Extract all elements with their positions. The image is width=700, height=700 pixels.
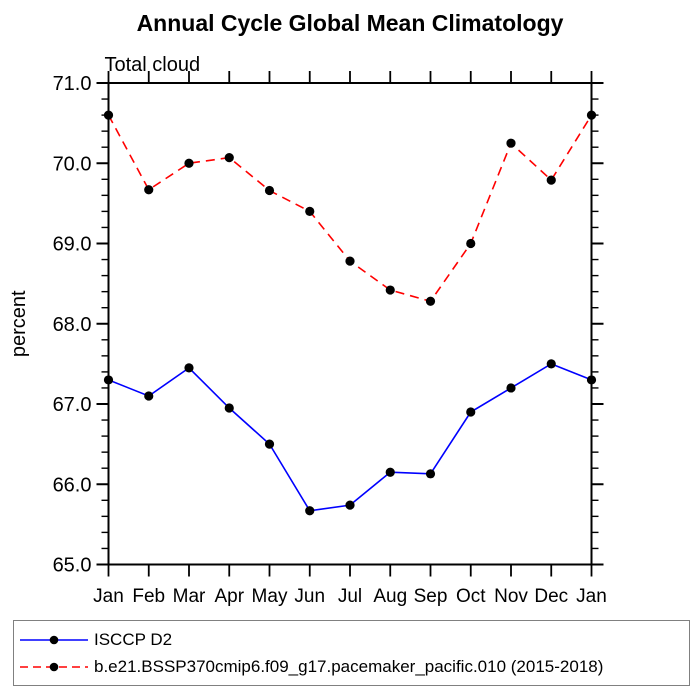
- series-1-marker: [425, 296, 436, 306]
- series-1-marker: [345, 256, 355, 266]
- series-0-marker: [305, 506, 315, 516]
- chart-subtitle: Total cloud: [105, 54, 201, 76]
- series-1-marker: [264, 185, 275, 196]
- legend-marker-dot: [49, 635, 59, 644]
- series-1-marker: [144, 185, 154, 195]
- legend-sample-isccp: [20, 635, 88, 644]
- series-1-marker: [103, 110, 114, 120]
- plot-frame: [107, 82, 593, 566]
- x-tick-label: May: [252, 586, 288, 607]
- legend-box: ISCCP D2 b.e21.BSSP370cmip6.f09_g17.pace…: [13, 620, 690, 686]
- y-tick-label: 71.0: [53, 73, 92, 95]
- series-line-0: [108, 362, 592, 512]
- y-axis-label: percent: [8, 290, 30, 357]
- series-1-marker: [466, 238, 476, 249]
- legend-label-isccp: ISCCP D2: [94, 630, 173, 649]
- series-0-marker: [224, 403, 234, 413]
- series-0-marker: [506, 383, 516, 393]
- series-0-marker: [466, 407, 476, 417]
- x-tick-label: Aug: [373, 586, 407, 607]
- legend-marker-dot: [49, 662, 59, 671]
- y-tick-label: 70.0: [53, 153, 92, 175]
- series-0-marker: [546, 359, 556, 369]
- series-1-marker: [184, 158, 194, 168]
- series-0-marker: [425, 469, 436, 479]
- x-tick-label: Feb: [132, 586, 165, 607]
- series-0-marker: [264, 439, 275, 449]
- legend-sample-model: [20, 662, 88, 671]
- legend-entry-isccp: ISCCP D2: [18, 631, 689, 648]
- y-tick-label: 66.0: [53, 474, 92, 496]
- x-tick-label: Jan: [576, 586, 607, 607]
- series-1-marker: [586, 110, 597, 120]
- x-tick-label: Jun: [294, 586, 325, 607]
- series-1-marker: [224, 153, 234, 163]
- series-0-marker: [586, 375, 597, 385]
- y-tick-label: 65.0: [53, 555, 92, 577]
- y-tick-label: 69.0: [53, 234, 92, 256]
- series-0-marker: [103, 375, 114, 385]
- y-tick-label: 68.0: [53, 314, 92, 336]
- x-tick-label: Dec: [534, 586, 568, 607]
- chart-title: Annual Cycle Global Mean Climatology: [137, 10, 564, 36]
- legend-entry-model: b.e21.BSSP370cmip6.f09_g17.pacemaker_pac…: [18, 658, 689, 675]
- legend-label-model: b.e21.BSSP370cmip6.f09_g17.pacemaker_pac…: [94, 657, 604, 676]
- x-tick-label: Nov: [494, 586, 528, 607]
- x-tick-label: Mar: [173, 586, 206, 607]
- series-line-1: [107, 114, 593, 303]
- x-tick-label: Apr: [214, 586, 244, 607]
- series-0-marker: [385, 467, 395, 477]
- x-tick-label: Jan: [93, 586, 124, 607]
- series-1-marker: [506, 138, 516, 148]
- x-tick-label: Oct: [456, 586, 486, 607]
- y-tick-label: 67.0: [53, 394, 92, 416]
- climatology-chart: Annual Cycle Global Mean Climatology Tota…: [8, 10, 607, 607]
- x-tick-label: Jul: [338, 586, 362, 607]
- series-1-marker: [385, 285, 395, 295]
- series-1-marker: [305, 206, 315, 216]
- x-tick-label: Sep: [414, 586, 448, 607]
- series-0-marker: [345, 500, 355, 510]
- series-1-marker: [546, 175, 556, 185]
- series-0-marker: [184, 363, 194, 373]
- series-0-marker: [144, 391, 154, 401]
